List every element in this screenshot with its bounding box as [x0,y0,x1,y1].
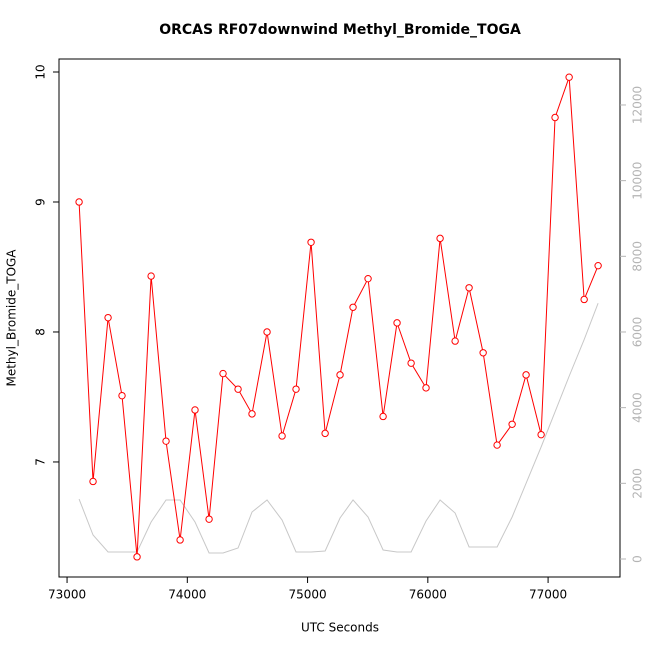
data-point [436,234,444,243]
data-point [537,430,545,439]
y2-tick-label: 8000 [631,241,645,272]
data-point [379,412,387,421]
series-line [78,303,599,554]
data-point [465,284,473,292]
y-tick-label: 9 [34,198,48,206]
data-point [248,410,256,418]
data-point [407,359,415,367]
data-point [393,319,401,327]
data-point [580,295,588,304]
y2-tick-label: 2000 [631,468,645,499]
x-tick-label: 77000 [529,588,567,602]
x-axis-label: UTC Seconds [301,621,379,635]
y2-tick-label: 4000 [631,392,645,423]
data-point [234,385,242,393]
data-point [104,313,112,322]
data-point [336,371,344,379]
data-point [205,515,213,523]
data-point [522,371,530,379]
data-point [594,261,602,270]
data-point [133,553,141,561]
data-point [292,385,300,393]
y2-tick-label: 10000 [631,162,645,200]
y-tick-label: 8 [34,328,48,336]
data-point [176,536,184,544]
y2-tick-label: 0 [631,555,645,563]
data-point [191,406,199,414]
data-point [219,369,227,378]
x-tick-label: 76000 [409,588,447,602]
chart-title: ORCAS RF07downwind Methyl_Bromide_TOGA [159,22,521,38]
data-point [493,441,501,449]
y2-tick-label: 12000 [631,86,645,124]
data-point [321,429,329,438]
x-tick-label: 73000 [48,588,86,602]
x-tick-label: 74000 [168,588,206,602]
data-point [551,113,559,122]
y-tick-label: 7 [34,458,48,466]
x-tick-label: 75000 [288,588,326,602]
data-point [89,477,97,486]
data-point [75,198,83,206]
data-point [451,337,459,345]
data-point [307,238,315,246]
y-tick-label: 10 [34,64,48,79]
data-point [118,391,126,400]
data-point [422,384,430,392]
data-point [364,274,372,283]
data-point [565,73,573,81]
data-point [162,437,170,445]
data-point [278,432,286,440]
data-point [349,303,357,311]
data-point [508,420,516,428]
data-point [147,272,155,280]
data-point [263,328,271,336]
data-point [479,349,487,357]
y2-tick-label: 6000 [631,317,645,348]
y-axis-label: Methyl_Bromide_TOGA [5,249,19,387]
plot-frame [58,58,621,578]
